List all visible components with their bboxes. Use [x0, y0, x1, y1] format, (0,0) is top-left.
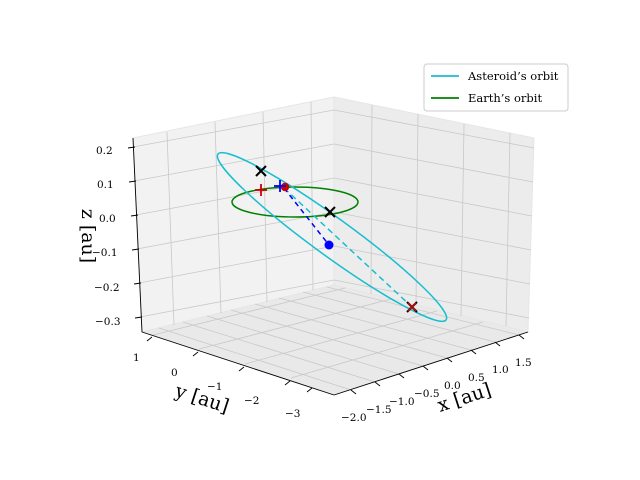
legend-label-asteroid: Asteroid’s orbit: [467, 69, 559, 83]
x-tick-label-5: 0.5: [468, 372, 485, 384]
y-tick-label-4: −3: [285, 408, 300, 420]
x-tick-label-4: 0.0: [444, 380, 461, 392]
blue-dashed-segment: [283, 187, 330, 246]
z-tick-label-2: 0.0: [99, 213, 116, 225]
z-tick-label-0: 0.2: [96, 145, 113, 157]
asteroid-orbit-line: [216, 151, 448, 323]
z-axis-line: [132, 137, 143, 333]
z-axis-label: z [au]: [77, 209, 99, 263]
y-tick-label-1: 0: [171, 367, 178, 379]
x-tick-label-3: −0.5: [414, 388, 440, 400]
legend: Asteroid’s orbit Earth’s orbit: [423, 63, 569, 112]
marker-x-1: [255, 165, 267, 177]
y-axis-label: y [au]: [172, 380, 232, 418]
x-tick-label-1: −1.5: [366, 404, 392, 416]
marker-x-2: [324, 206, 336, 218]
z-ticks: [127, 146, 143, 319]
cyan-dashed-segment: [283, 187, 413, 308]
z-tick-label-1: 0.1: [97, 179, 114, 191]
marker-red-x: [407, 302, 417, 312]
asteroid-orbit-curve: [216, 151, 448, 323]
legend-box: [423, 63, 569, 112]
z-tick-label-4: −0.2: [94, 282, 120, 294]
x-tick-label-7: 1.5: [515, 357, 532, 369]
earth-orbit-curve: [231, 186, 359, 218]
y-tick-label-2: −1: [207, 381, 222, 393]
legend-label-earth: Earth’s orbit: [468, 91, 542, 105]
y-axis-line: [141, 331, 335, 396]
grid-floor: [152, 286, 520, 391]
x-tick-label-0: −2.0: [341, 412, 367, 424]
marker-red-dot: [280, 182, 290, 192]
z-tick-label-3: −0.1: [92, 247, 118, 259]
y-tick-label-3: −2: [244, 395, 259, 407]
z-tick-label-5: −0.3: [95, 316, 121, 328]
earth-orbit-line: [231, 186, 359, 218]
x-tick-label-6: 1.0: [492, 364, 509, 376]
marker-red-plus: [255, 184, 267, 196]
marker-blue-plus: [274, 180, 286, 192]
x-ticks: [350, 334, 525, 395]
y-tick-label-0: 1: [133, 352, 140, 364]
grid-back-right: [333, 104, 535, 327]
x-tick-label-2: −1.0: [389, 396, 415, 408]
marker-blue-dot: [324, 240, 334, 250]
y-ticks: [146, 336, 313, 393]
